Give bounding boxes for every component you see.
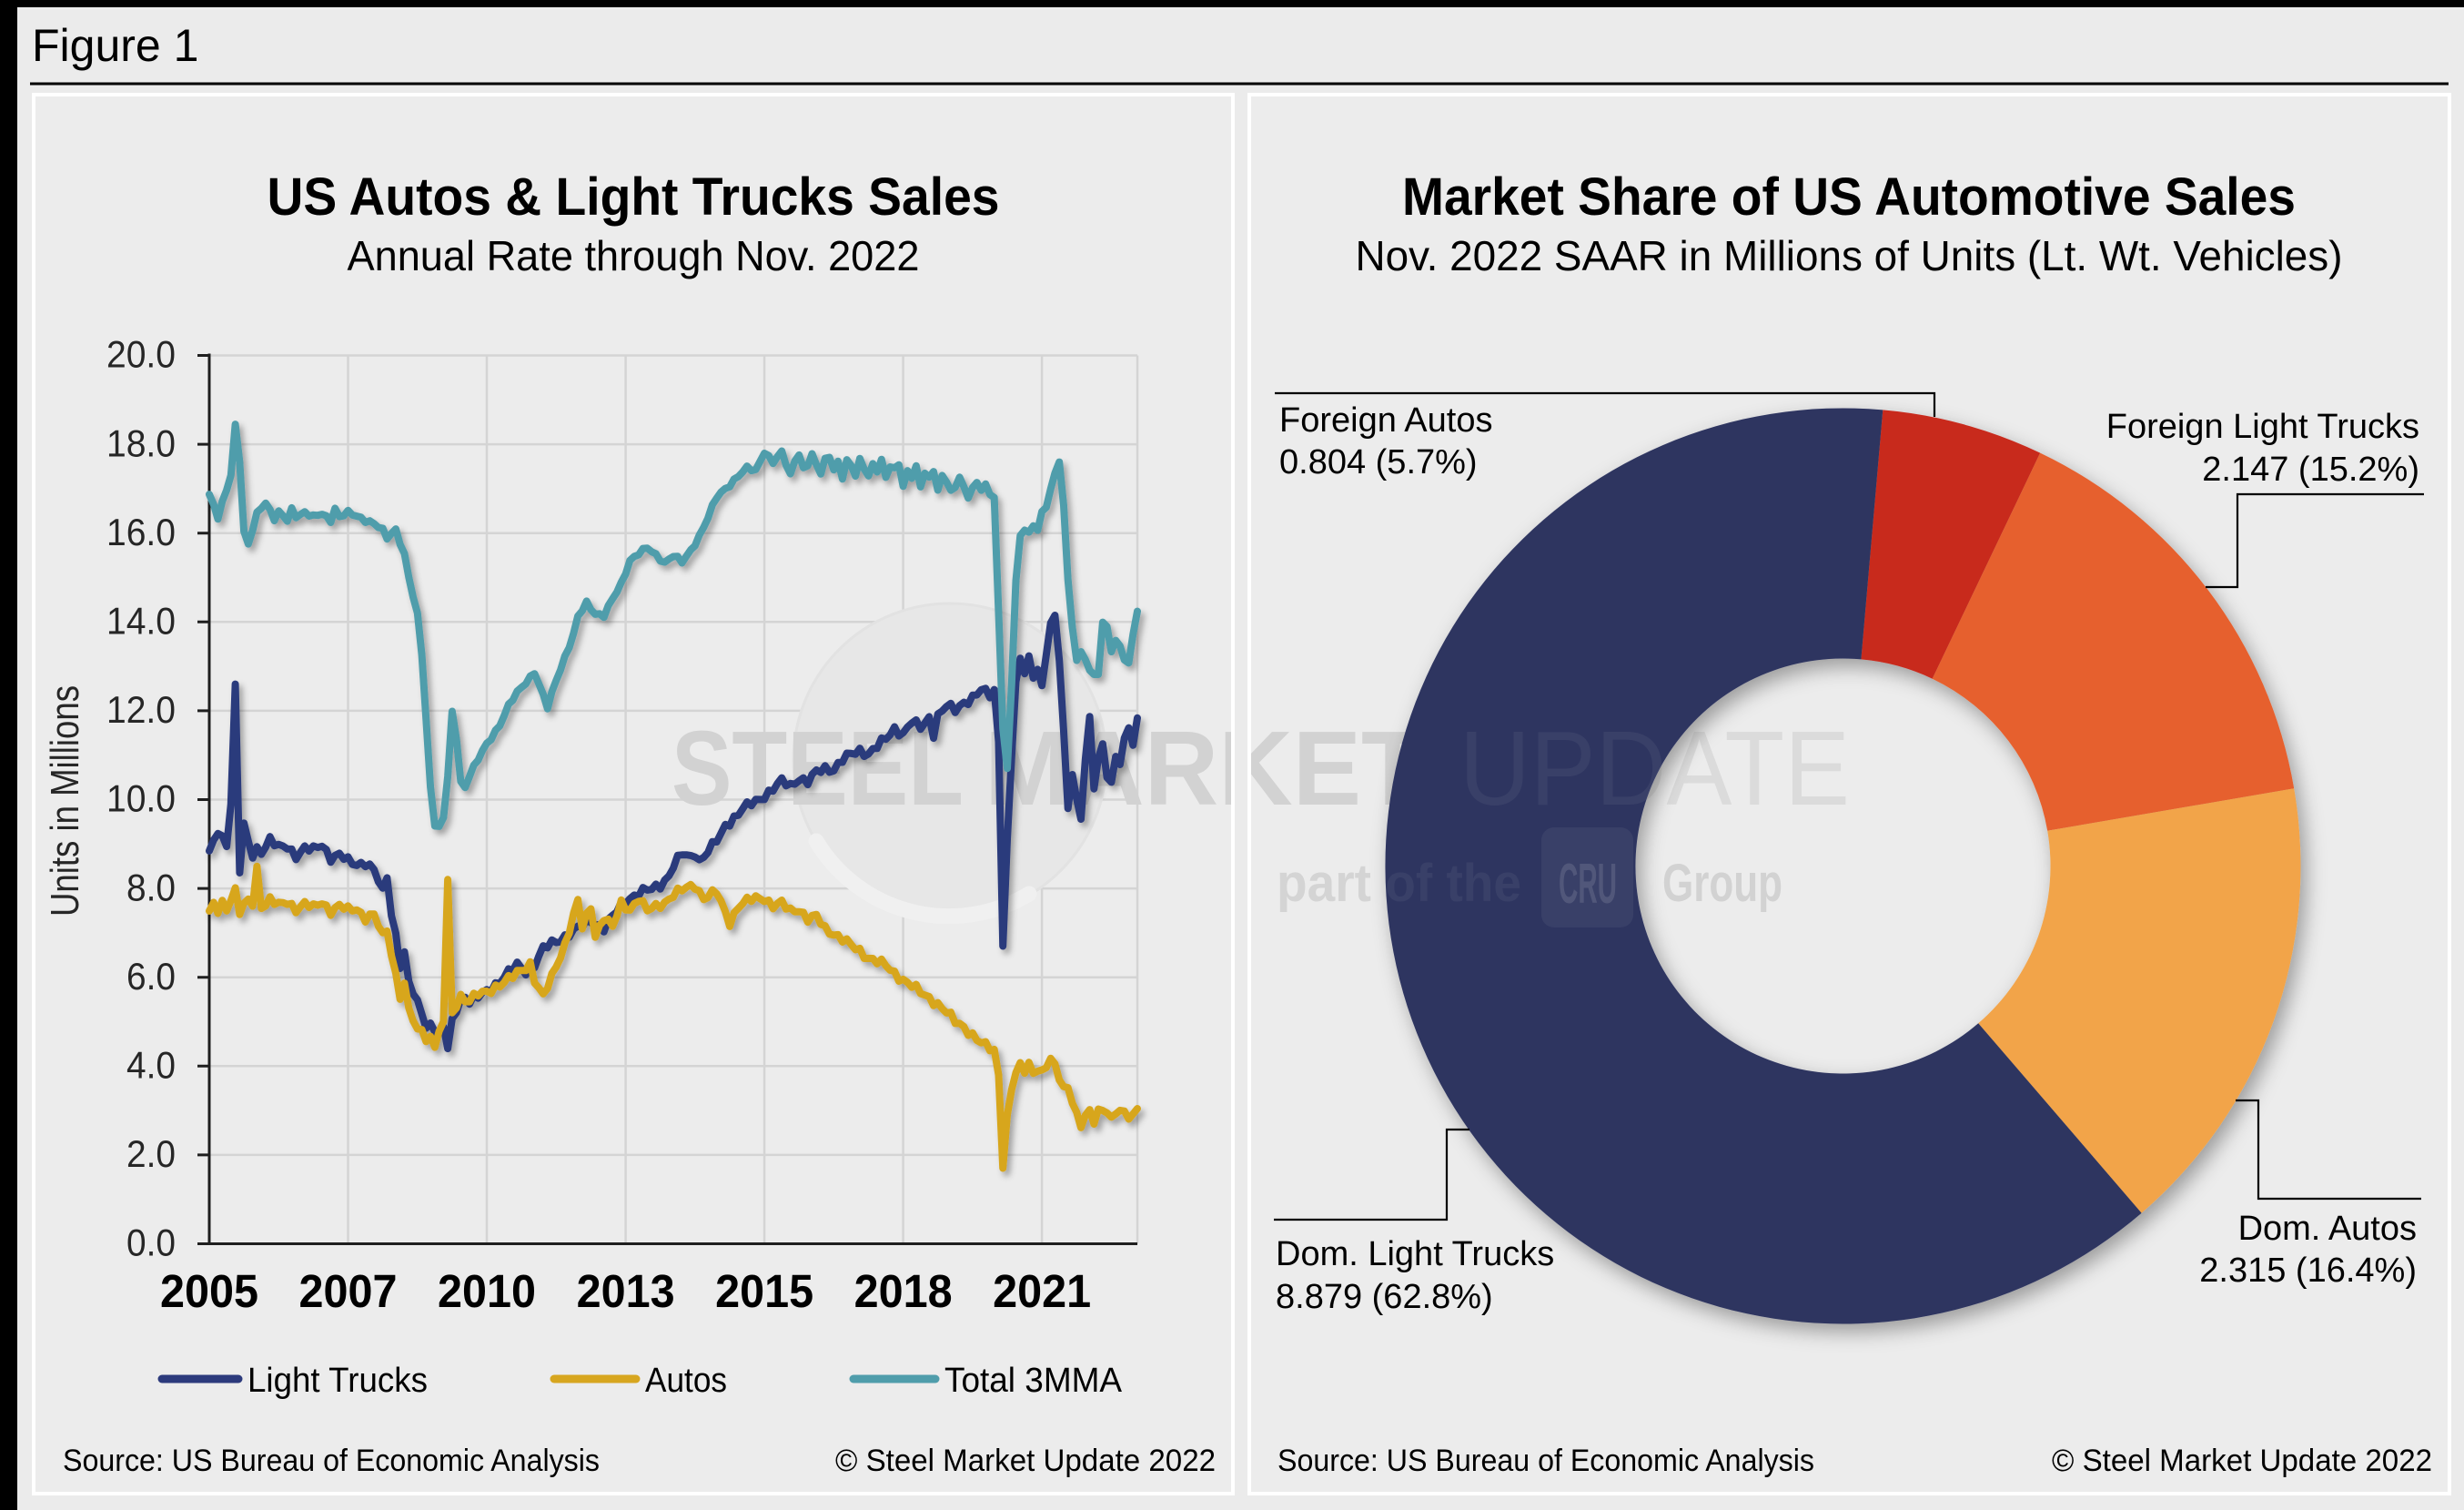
svg-text:18.0: 18.0 — [106, 421, 176, 464]
svg-text:14.0: 14.0 — [106, 600, 176, 643]
svg-text:Foreign Autos: Foreign Autos — [1279, 401, 1492, 440]
svg-text:16.0: 16.0 — [106, 511, 176, 553]
svg-text:2007: 2007 — [299, 1265, 398, 1317]
svg-text:2.147 (15.2%): 2.147 (15.2%) — [2202, 451, 2419, 489]
svg-text:Source: US Bureau of Economic: Source: US Bureau of Economic Analysis — [1277, 1444, 1814, 1478]
svg-text:2010: 2010 — [438, 1265, 536, 1317]
svg-text:CRU: CRU — [1559, 853, 1617, 916]
svg-text:Figure 1: Figure 1 — [32, 20, 198, 71]
svg-text:2013: 2013 — [577, 1265, 675, 1317]
svg-text:2018: 2018 — [854, 1265, 953, 1317]
svg-text:2.315 (16.4%): 2.315 (16.4%) — [2199, 1252, 2417, 1290]
svg-text:2005: 2005 — [160, 1265, 258, 1317]
svg-text:12.0: 12.0 — [106, 688, 176, 731]
svg-text:Dom. Light Trucks: Dom. Light Trucks — [1276, 1235, 1554, 1273]
svg-text:Nov. 2022 SAAR in Millions of: Nov. 2022 SAAR in Millions of Units (Lt.… — [1356, 232, 2343, 279]
svg-text:part of the: part of the — [1277, 854, 1521, 913]
svg-text:Annual Rate through Nov. 2022: Annual Rate through Nov. 2022 — [348, 232, 920, 279]
svg-text:Autos: Autos — [645, 1362, 727, 1400]
svg-text:US Autos & Light Trucks Sales: US Autos & Light Trucks Sales — [268, 167, 1000, 227]
svg-text:0.0: 0.0 — [126, 1221, 176, 1264]
svg-text:UPDATE: UPDATE — [1459, 709, 1850, 827]
svg-text:Group: Group — [1662, 854, 1782, 913]
svg-text:© Steel Market Update 2022: © Steel Market Update 2022 — [2052, 1444, 2432, 1478]
svg-text:Units in Millions: Units in Millions — [43, 685, 87, 917]
svg-text:MARKET: MARKET — [985, 709, 1424, 827]
svg-text:Light Trucks: Light Trucks — [247, 1362, 428, 1400]
svg-text:© Steel Market Update 2022: © Steel Market Update 2022 — [835, 1444, 1216, 1478]
svg-text:2.0: 2.0 — [126, 1132, 176, 1175]
svg-text:Market Share of US Automotive: Market Share of US Automotive Sales — [1402, 167, 2296, 227]
svg-text:Total 3MMA: Total 3MMA — [944, 1362, 1123, 1400]
svg-text:10.0: 10.0 — [106, 777, 176, 820]
svg-text:8.0: 8.0 — [126, 866, 176, 908]
svg-text:2021: 2021 — [993, 1265, 1091, 1317]
svg-text:20.0: 20.0 — [106, 333, 176, 376]
svg-text:Foreign Light Trucks: Foreign Light Trucks — [2106, 408, 2419, 446]
svg-text:6.0: 6.0 — [126, 955, 176, 998]
svg-text:Dom. Autos: Dom. Autos — [2238, 1210, 2417, 1248]
svg-text:8.879 (62.8%): 8.879 (62.8%) — [1276, 1278, 1493, 1316]
svg-text:2015: 2015 — [715, 1265, 813, 1317]
svg-text:Source: US Bureau of Economic: Source: US Bureau of Economic Analysis — [63, 1444, 600, 1478]
svg-text:0.804 (5.7%): 0.804 (5.7%) — [1279, 443, 1478, 481]
svg-text:4.0: 4.0 — [126, 1044, 176, 1087]
